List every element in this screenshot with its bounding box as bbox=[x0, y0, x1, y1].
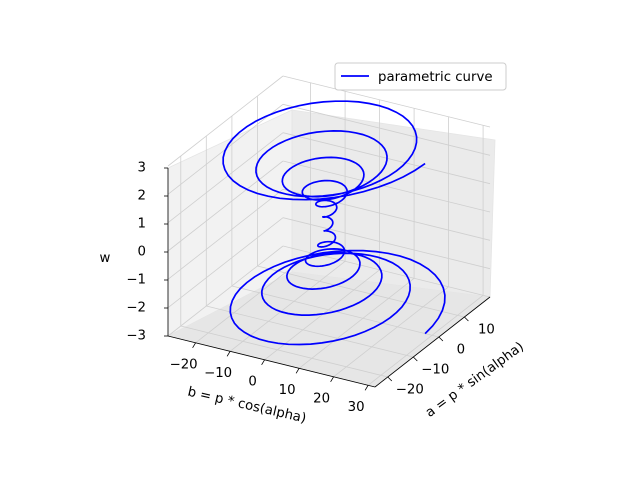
z-gridline-right bbox=[282, 103, 491, 156]
y-gridline-floor bbox=[229, 260, 346, 352]
z-gridline-left bbox=[167, 132, 284, 224]
x-axis-label: a = p * sin(alpha) bbox=[423, 340, 527, 421]
y-tick-label: −10 bbox=[204, 366, 232, 381]
z-gridline-left bbox=[167, 160, 284, 252]
y-tick-mark bbox=[295, 368, 300, 374]
z-gridline-right bbox=[282, 75, 491, 128]
z-tick-label: −1 bbox=[126, 273, 146, 288]
pane-back-right bbox=[291, 109, 496, 298]
z-tick-label: 3 bbox=[138, 161, 146, 176]
y-tick-label: −20 bbox=[170, 357, 198, 372]
x-tick-label: 10 bbox=[478, 323, 495, 338]
z-axis-label: w bbox=[100, 251, 111, 266]
y-tick-label: 10 bbox=[279, 383, 296, 398]
z-gridline-right bbox=[282, 188, 491, 241]
y-tick-label: 20 bbox=[313, 391, 330, 406]
x-tick-mark bbox=[438, 336, 444, 342]
y-axis-line bbox=[167, 335, 376, 388]
y-tick-mark bbox=[226, 351, 231, 357]
y-tick-label: 0 bbox=[248, 374, 256, 389]
x-tick-mark bbox=[387, 376, 393, 382]
y-gridline-floor bbox=[298, 277, 415, 369]
legend: parametric curve bbox=[334, 62, 507, 91]
z-gridline-right bbox=[282, 217, 491, 270]
curve-series bbox=[222, 100, 446, 346]
y-tick-mark bbox=[261, 359, 265, 366]
z-gridline-left bbox=[167, 245, 284, 337]
z-tick-label: −2 bbox=[126, 301, 146, 316]
y-gridline-floor bbox=[367, 294, 484, 386]
z-gridline-left bbox=[167, 217, 284, 309]
z-tick-label: −3 bbox=[126, 329, 146, 344]
z-tick-label: 1 bbox=[138, 217, 146, 232]
x-tick-label: 0 bbox=[457, 343, 465, 358]
y-gridline-floor bbox=[333, 286, 449, 378]
parametric-curve-line bbox=[222, 100, 446, 346]
z-gridline-right bbox=[282, 160, 491, 213]
x-tick-label: −20 bbox=[396, 383, 424, 398]
y-tick-mark bbox=[364, 385, 369, 391]
y-tick-mark bbox=[330, 376, 334, 383]
y-tick-label: 30 bbox=[348, 400, 365, 415]
x-gridline-floor bbox=[257, 265, 465, 318]
x-tick-label: −10 bbox=[421, 363, 449, 378]
z-tick-label: 2 bbox=[138, 189, 146, 204]
legend-label: parametric curve bbox=[378, 70, 493, 85]
z-gridline-left bbox=[167, 188, 284, 280]
x-tick-mark bbox=[413, 356, 418, 362]
legend-box bbox=[334, 62, 507, 91]
z-gridline-left bbox=[167, 75, 284, 167]
x-tick-mark bbox=[464, 316, 469, 322]
x-gridline-floor bbox=[180, 325, 388, 378]
z-tick-label: 0 bbox=[138, 245, 146, 260]
x-gridline-floor bbox=[206, 305, 414, 358]
x-axis-line bbox=[374, 296, 491, 388]
y-tick-mark bbox=[192, 342, 196, 349]
